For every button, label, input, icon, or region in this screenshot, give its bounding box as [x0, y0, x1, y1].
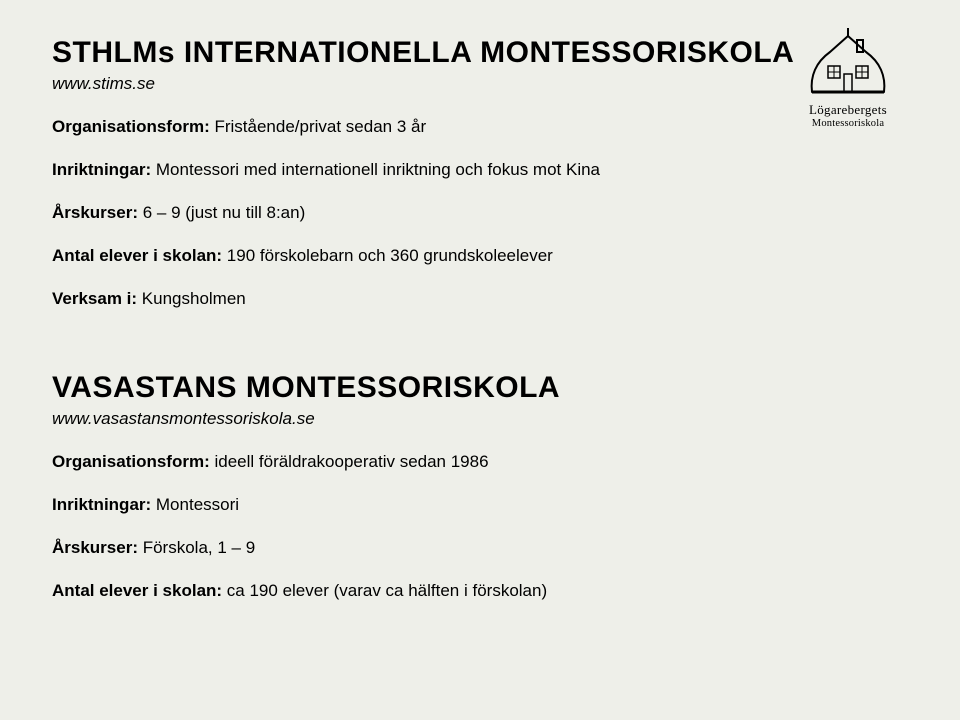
org-value: ideell föräldrakooperativ sedan 1986 [210, 452, 489, 471]
school1-inr-row: Inriktningar: Montessori med internation… [52, 159, 752, 182]
school1-title: STHLMs INTERNATIONELLA MONTESSORISKOLA [52, 36, 908, 70]
antal-value: 190 förskolebarn och 360 grundskoleeleve… [222, 246, 553, 265]
arsk-value: Förskola, 1 – 9 [138, 538, 255, 557]
logo-text-line2: Montessoriskola [788, 118, 908, 129]
verk-label: Verksam i: [52, 289, 137, 308]
arsk-value: 6 – 9 (just nu till 8:an) [138, 203, 305, 222]
document-page: Lögarebergets Montessoriskola STHLMs INT… [0, 0, 960, 602]
org-label: Organisationsform: [52, 117, 210, 136]
inr-label: Inriktningar: [52, 160, 151, 179]
school2-title: VASASTANS MONTESSORISKOLA [52, 371, 908, 405]
logo-block: Lögarebergets Montessoriskola [788, 26, 908, 129]
arsk-label: Årskurser: [52, 203, 138, 222]
org-value: Fristående/privat sedan 3 år [210, 117, 426, 136]
school1-org-row: Organisationsform: Fristående/privat sed… [52, 116, 752, 139]
antal-label: Antal elever i skolan: [52, 581, 222, 600]
antal-value: ca 190 elever (varav ca hälften i försko… [222, 581, 547, 600]
school2-arsk-row: Årskurser: Förskola, 1 – 9 [52, 537, 752, 560]
school2-org-row: Organisationsform: ideell föräldrakooper… [52, 451, 752, 474]
school1-url: www.stims.se [52, 74, 908, 94]
org-label: Organisationsform: [52, 452, 210, 471]
inr-value: Montessori [151, 495, 239, 514]
school1-antal-row: Antal elever i skolan: 190 förskolebarn … [52, 245, 752, 268]
house-logo-icon [806, 26, 890, 98]
inr-label: Inriktningar: [52, 495, 151, 514]
school2-antal-row: Antal elever i skolan: ca 190 elever (va… [52, 580, 752, 603]
school2-inr-row: Inriktningar: Montessori [52, 494, 752, 517]
school1-verk-row: Verksam i: Kungsholmen [52, 288, 752, 311]
school1-arsk-row: Årskurser: 6 – 9 (just nu till 8:an) [52, 202, 752, 225]
inr-value: Montessori med internationell inriktning… [151, 160, 600, 179]
antal-label: Antal elever i skolan: [52, 246, 222, 265]
arsk-label: Årskurser: [52, 538, 138, 557]
logo-text-line1: Lögarebergets [788, 102, 908, 118]
school2-url: www.vasastansmontessoriskola.se [52, 409, 908, 429]
verk-value: Kungsholmen [137, 289, 246, 308]
